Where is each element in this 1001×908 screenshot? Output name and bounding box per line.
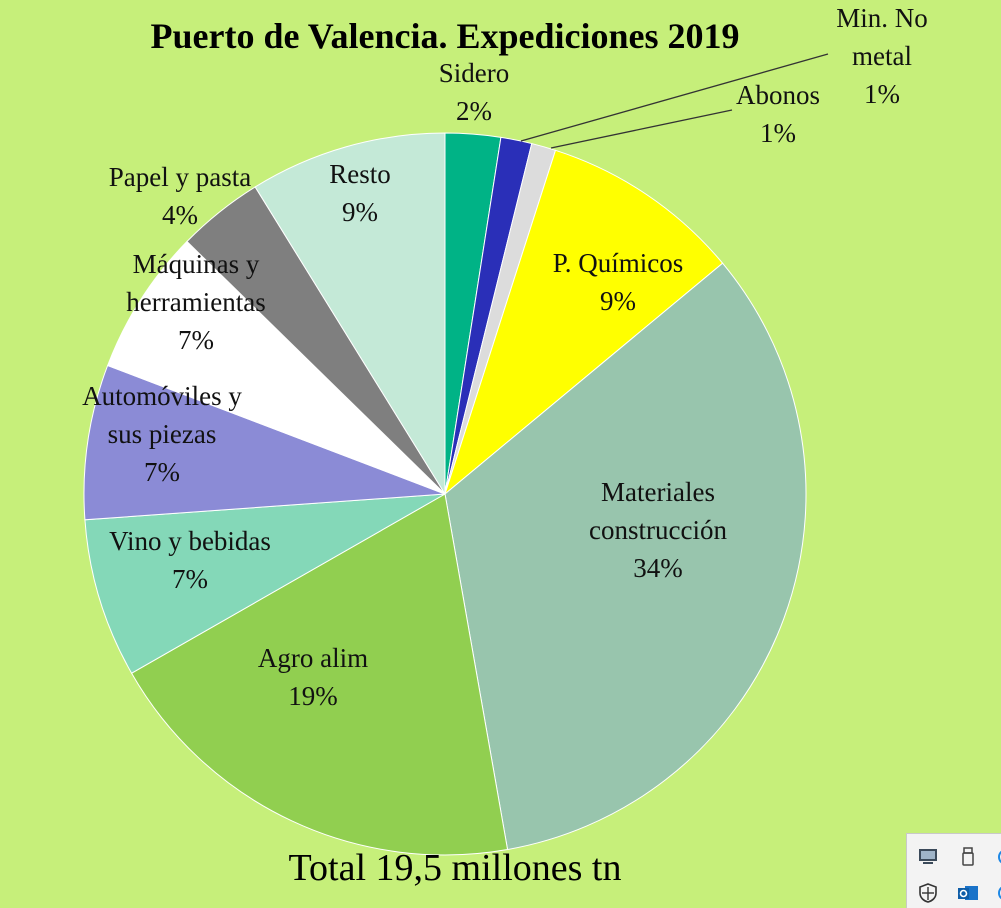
app-icon[interactable]	[995, 882, 1001, 904]
slice-label: Min. No metal 1%	[836, 3, 928, 109]
pie-slice	[130, 493, 509, 856]
slice-name-label: Abonos	[736, 80, 820, 110]
slice-name-label: Min. No	[836, 3, 928, 33]
slice-name-label: Agro alim	[258, 643, 368, 673]
pie-slice	[444, 262, 807, 851]
slice-percent-label: 7%	[172, 564, 208, 594]
app-icon[interactable]	[995, 846, 1001, 868]
slice-percent-label: 4%	[162, 200, 198, 230]
pie-slice	[83, 364, 446, 521]
slice-label: Materiales construcción 34%	[589, 477, 727, 583]
slice-label: Automóviles y sus piezas 7%	[82, 381, 242, 487]
leader-line	[550, 109, 733, 149]
slice-name-label: Automóviles y	[82, 381, 242, 411]
slice-name-label: Vino y bebidas	[109, 526, 271, 556]
monitor-icon[interactable]	[917, 846, 939, 868]
usb-drive-icon[interactable]	[957, 846, 979, 868]
slice-percent-label: 34%	[633, 553, 683, 583]
slice-name-label: P. Químicos	[553, 248, 684, 278]
slice-name-label: Materiales	[601, 477, 715, 507]
slice-label: Abonos 1%	[736, 80, 820, 148]
slice-name-label: Papel y pasta	[109, 162, 251, 192]
slice-label: Sidero 2%	[439, 58, 510, 126]
slice-label: Máquinas y herramientas 7%	[126, 249, 265, 355]
slice-percent-label: 7%	[178, 325, 214, 355]
slice-label: Vino y bebidas 7%	[109, 526, 271, 594]
slice-name-label: Máquinas y	[133, 249, 260, 279]
pie-slice	[84, 493, 446, 674]
slice-label: Resto 9%	[329, 159, 391, 227]
slice-label: Papel y pasta 4%	[109, 162, 251, 230]
leader-lines	[520, 53, 829, 149]
slice-name-label: Resto	[329, 159, 391, 189]
outlook-icon[interactable]	[957, 882, 979, 904]
slice-name-label: sus piezas	[108, 419, 217, 449]
slice-percent-label: 9%	[342, 197, 378, 227]
pie-slice	[443, 149, 724, 496]
pie-slice	[106, 240, 446, 495]
slice-label: P. Químicos 9%	[553, 248, 684, 316]
leader-line	[520, 53, 829, 142]
slice-name-label: Sidero	[439, 58, 510, 88]
slice-percent-label: 7%	[144, 457, 180, 487]
chart-title: Puerto de Valencia. Expediciones 2019	[150, 16, 739, 56]
slice-percent-label: 1%	[864, 79, 900, 109]
slice-name-label: metal	[852, 41, 912, 71]
slice-name-label: herramientas	[126, 287, 265, 317]
slice-label: Agro alim 19%	[258, 643, 368, 711]
taskbar-tray	[906, 833, 1001, 908]
chart-total: Total 19,5 millones tn	[289, 847, 622, 889]
slice-percent-label: 2%	[456, 96, 492, 126]
pie-slices	[83, 132, 807, 856]
slice-labels: Sidero 2% Min. No metal 1% Abonos 1% P. Químico…	[82, 3, 928, 711]
slice-percent-label: 1%	[760, 118, 796, 148]
slice-name-label: construcción	[589, 515, 727, 545]
slice-percent-label: 9%	[600, 286, 636, 316]
shield-icon[interactable]	[917, 882, 939, 904]
slice-percent-label: 19%	[288, 681, 338, 711]
pie-slice	[254, 132, 446, 496]
